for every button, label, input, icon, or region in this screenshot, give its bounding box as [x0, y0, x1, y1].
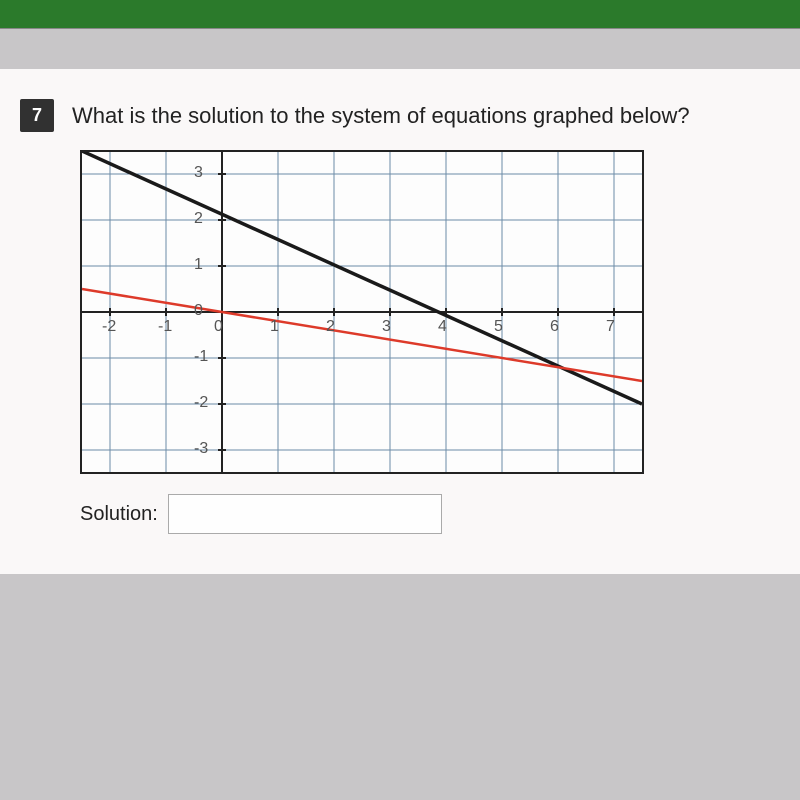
solution-input[interactable]	[168, 494, 442, 534]
content-area: 7 What is the solution to the system of …	[0, 69, 800, 574]
graph-container: 01234567-2-10123-1-2-3	[80, 150, 760, 474]
question-row: 7 What is the solution to the system of …	[20, 99, 760, 132]
graph-svg	[82, 152, 642, 472]
solution-label: Solution:	[80, 503, 158, 526]
question-number: 7	[20, 99, 54, 132]
question-text: What is the solution to the system of eq…	[72, 99, 690, 129]
top-green-bar	[0, 0, 800, 29]
graph-box: 01234567-2-10123-1-2-3	[80, 150, 644, 474]
solution-row: Solution:	[80, 494, 760, 534]
